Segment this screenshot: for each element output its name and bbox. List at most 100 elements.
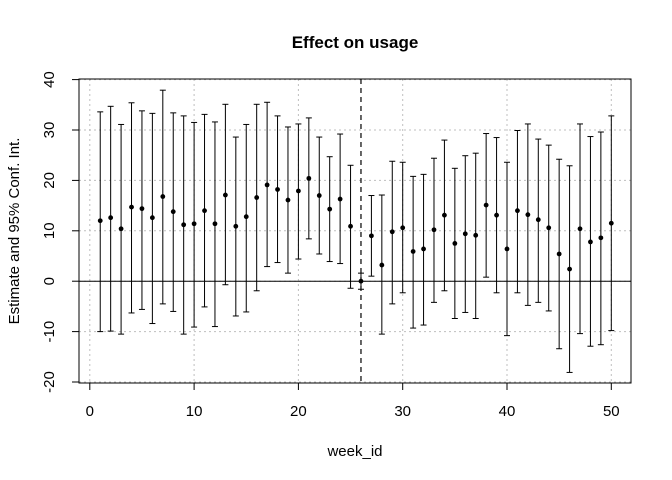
estimate-point	[170, 209, 176, 215]
estimate-point	[191, 221, 197, 227]
y-axis: -20 -10 0 10 20 30 40	[41, 71, 80, 393]
estimate-point	[160, 194, 166, 199]
estimate-point	[358, 278, 364, 284]
estimate-point	[243, 214, 249, 220]
estimate-point	[473, 232, 479, 238]
error-bar-group	[128, 102, 135, 314]
estimate-point	[515, 208, 520, 214]
estimate-point	[546, 225, 552, 231]
estimate-point	[296, 188, 301, 194]
estimate-point	[222, 192, 228, 198]
estimate-point	[129, 204, 134, 210]
estimate-point	[212, 221, 218, 227]
error-bar-group	[399, 161, 406, 294]
error-bar-group	[211, 121, 218, 328]
estimate-point	[504, 246, 510, 252]
error-bar-group	[274, 115, 281, 264]
error-bar-group	[191, 121, 198, 328]
estimate-point	[348, 223, 353, 229]
chart-title: Effect on usage	[292, 33, 419, 52]
estimate-point	[327, 206, 333, 212]
y-tick-label: -20	[41, 371, 58, 393]
error-bar-group	[556, 158, 563, 350]
estimate-point	[337, 196, 343, 202]
estimate-point	[181, 222, 187, 228]
error-bar-group	[201, 113, 208, 308]
error-bar-group	[222, 103, 229, 286]
estimate-point	[442, 212, 447, 218]
data-layer	[97, 89, 615, 373]
x-axis: 0 10 20 30 40 50	[86, 382, 620, 420]
error-bar-group	[264, 101, 271, 268]
estimate-point	[306, 175, 312, 181]
error-bar-group	[347, 164, 354, 289]
estimate-point	[452, 241, 458, 246]
estimate-point	[389, 229, 395, 235]
estimate-point	[577, 226, 583, 232]
error-bar-group	[524, 123, 531, 306]
estimate-point	[369, 233, 374, 239]
error-bar-group	[430, 157, 437, 303]
error-bar-group	[326, 156, 333, 263]
reference-lines	[79, 79, 631, 383]
error-bar-group	[410, 175, 417, 329]
y-tick-label: 30	[41, 122, 58, 139]
error-bar-group	[118, 123, 125, 335]
error-bar-group	[295, 123, 302, 260]
x-axis-label: week_id	[326, 443, 382, 460]
estimate-point	[462, 231, 468, 237]
estimate-point	[254, 195, 260, 200]
error-bar-group	[97, 111, 104, 333]
y-tick-label: 20	[41, 172, 58, 189]
error-bar-group	[284, 126, 291, 274]
estimate-point	[108, 215, 114, 221]
error-bar-group	[316, 136, 323, 255]
error-bar-group	[608, 115, 615, 332]
error-bar-group	[253, 103, 260, 292]
estimate-point	[233, 223, 239, 229]
error-bar-group	[337, 133, 344, 265]
x-tick-label: 30	[394, 403, 411, 420]
error-bar-group	[138, 110, 145, 310]
x-tick-label: 0	[86, 403, 94, 420]
estimate-point	[202, 208, 207, 214]
y-tick-label: 0	[41, 277, 58, 285]
y-axis-label: Estimate and 95% Conf. Int.	[6, 138, 23, 325]
error-bar-group	[545, 144, 552, 312]
error-bar-group	[107, 105, 114, 332]
error-bar-group	[149, 112, 156, 325]
error-bar-group	[243, 123, 250, 313]
x-tick-label: 10	[186, 403, 203, 420]
estimate-point	[379, 262, 385, 268]
error-bar-group	[451, 167, 458, 319]
error-bar-group	[462, 155, 469, 313]
error-bar-group	[577, 123, 584, 335]
error-bar-group	[514, 130, 521, 294]
estimate-point	[149, 215, 155, 221]
error-bar-group	[504, 161, 510, 337]
estimate-point	[567, 266, 572, 272]
estimate-point	[264, 182, 270, 188]
error-bar-group	[441, 139, 448, 292]
error-bar-group	[180, 115, 187, 335]
error-bar-group	[159, 89, 166, 305]
estimate-point	[588, 239, 593, 245]
estimate-point	[431, 227, 437, 233]
y-tick-label: 40	[41, 71, 58, 88]
estimate-point	[483, 202, 489, 208]
grid	[79, 79, 631, 383]
error-bar-group	[357, 272, 364, 290]
estimate-point	[400, 225, 406, 231]
x-tick-label: 50	[603, 403, 620, 420]
y-tick-label: -10	[41, 321, 58, 343]
estimate-point	[118, 226, 124, 232]
x-tick-label: 40	[499, 403, 516, 420]
error-bar-group	[389, 160, 396, 305]
error-bar-group	[368, 195, 375, 277]
error-bar-group	[378, 194, 385, 335]
error-bar-group	[170, 112, 177, 312]
estimate-point	[410, 249, 416, 254]
estimate-point	[139, 206, 145, 212]
